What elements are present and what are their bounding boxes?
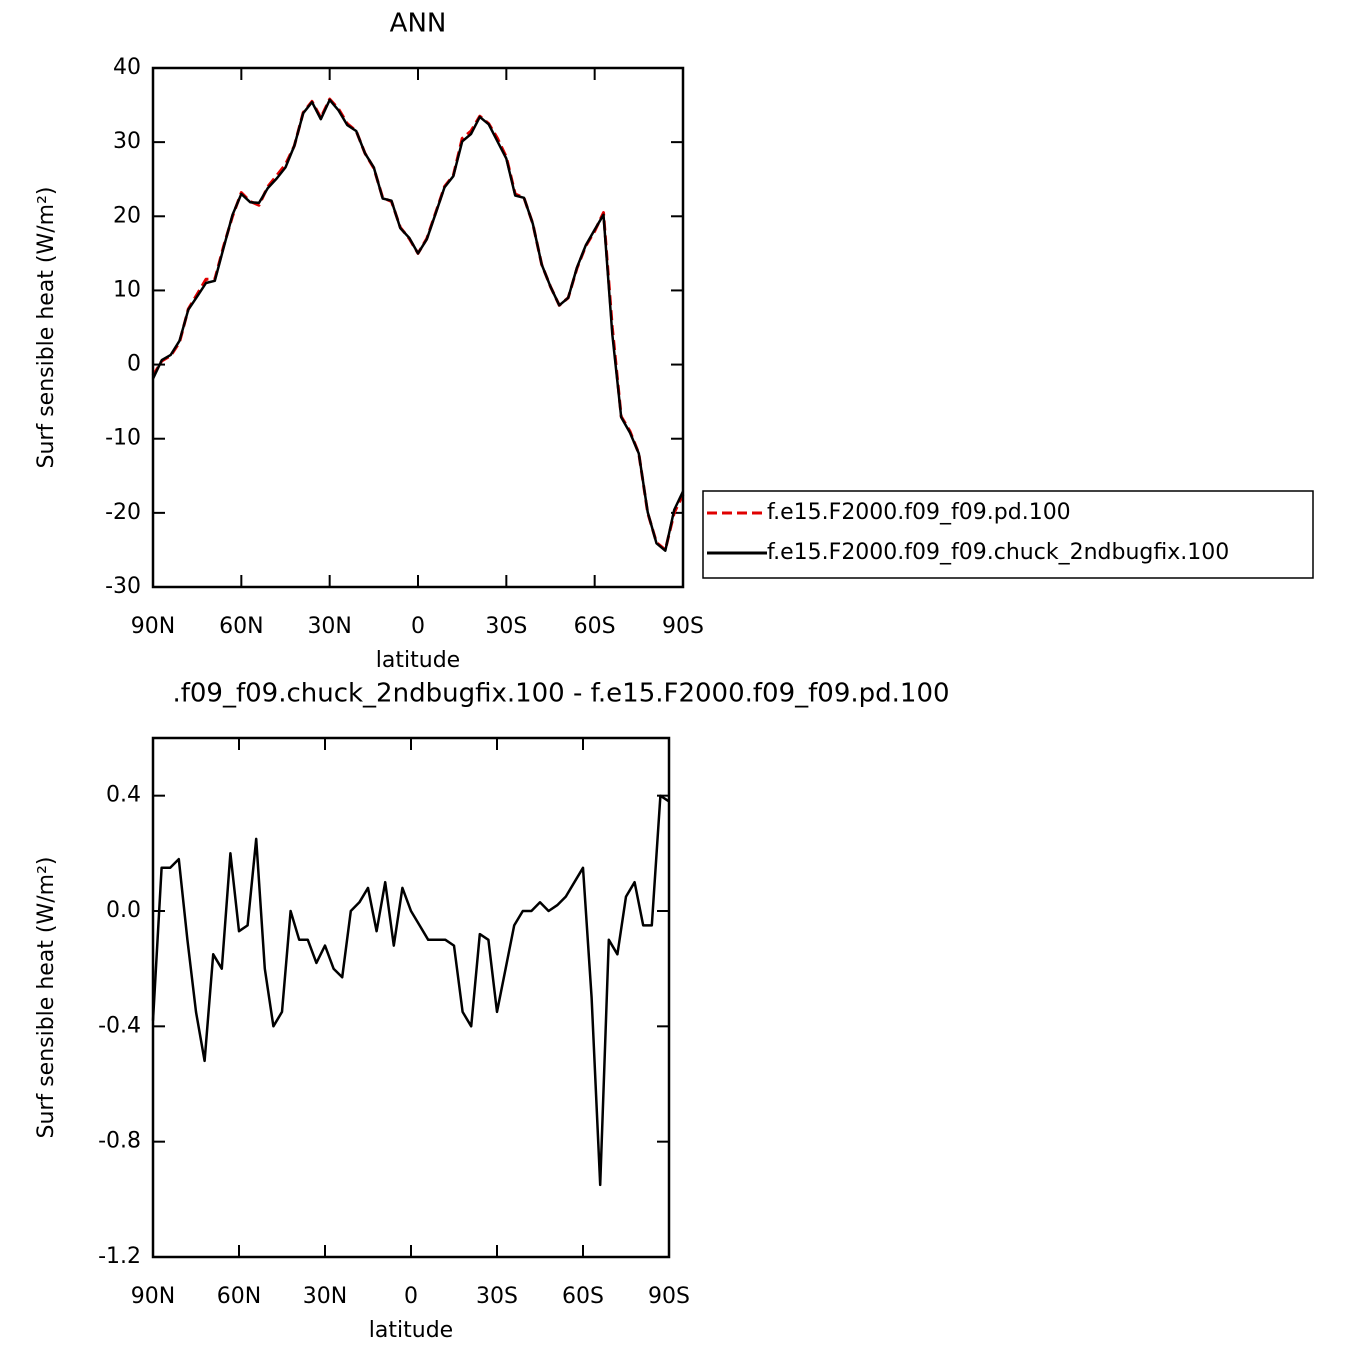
plot-frame xyxy=(151,736,671,1259)
x-tick-label: 30S xyxy=(485,614,527,639)
x-tick-label: 30N xyxy=(303,1284,347,1309)
y-tick-label: -0.4 xyxy=(98,1013,141,1038)
x-tick-label: 90S xyxy=(648,1284,690,1309)
y-tick-label: -30 xyxy=(105,574,141,599)
x-tick-label: 90N xyxy=(131,1284,175,1309)
x-tick-label: 60S xyxy=(574,614,616,639)
x-tick-label: 90N xyxy=(131,614,175,639)
y-tick-label: 0.0 xyxy=(106,898,141,923)
x-tick-label: 90S xyxy=(662,614,704,639)
y-tick-label: 40 xyxy=(113,55,141,80)
legend-box xyxy=(702,490,1314,579)
chart-title: .f09_f09.chuck_2ndbugfix.100 - f.e15.F20… xyxy=(172,679,949,709)
y-tick-label: -1.2 xyxy=(98,1244,141,1269)
x-tick-label: 30S xyxy=(476,1284,518,1309)
plot-frame xyxy=(151,66,685,589)
y-tick-label: 20 xyxy=(113,203,141,228)
y-axis-label: Surf sensible heat (W/m²) xyxy=(34,857,59,1139)
x-tick-label: 60N xyxy=(217,1284,261,1309)
y-tick-label: 30 xyxy=(113,129,141,154)
x-tick-label: 30N xyxy=(307,614,351,639)
x-tick-label: 60S xyxy=(562,1284,604,1309)
data-line xyxy=(151,794,670,1187)
y-tick-label: 0 xyxy=(127,352,141,377)
chart-title: ANN xyxy=(390,9,447,39)
y-axis-label: Surf sensible heat (W/m²) xyxy=(34,187,59,469)
y-tick-label: -0.8 xyxy=(98,1129,141,1154)
y-tick-label: 10 xyxy=(113,277,141,302)
y-tick-label: 0.4 xyxy=(106,783,141,808)
x-axis-label: latitude xyxy=(369,1318,453,1343)
x-tick-label: 0 xyxy=(404,1284,418,1309)
x-tick-label: 60N xyxy=(219,614,263,639)
x-tick-label: 0 xyxy=(411,614,425,639)
legend-label: f.e15.F2000.f09_f09.chuck_2ndbugfix.100 xyxy=(767,540,1229,565)
data-line xyxy=(151,98,685,552)
y-tick-label: -10 xyxy=(105,426,141,451)
legend-label: f.e15.F2000.f09_f09.pd.100 xyxy=(767,500,1071,525)
x-axis-label: latitude xyxy=(376,648,460,673)
data-line xyxy=(151,97,685,552)
y-tick-label: -20 xyxy=(105,500,141,525)
